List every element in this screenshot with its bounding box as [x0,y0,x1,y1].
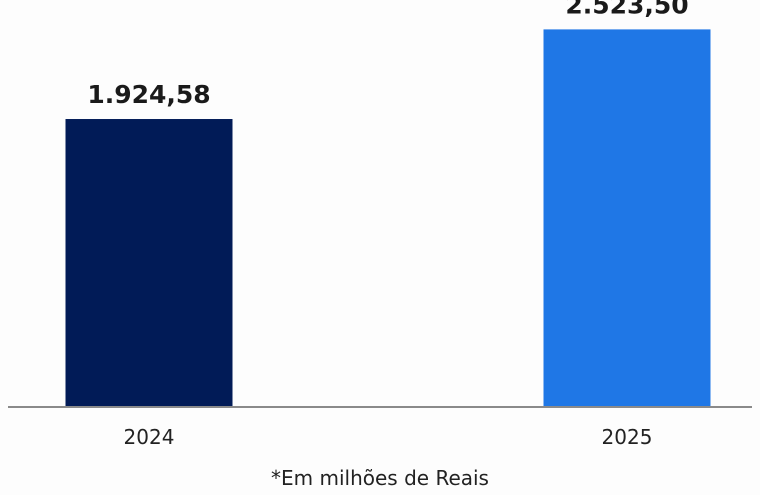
chart-footnote: *Em milhões de Reais [271,466,489,490]
data-label-2025: 2.523,50 [565,0,688,19]
bar-2024 [65,119,233,407]
bar-2025 [543,29,711,407]
x-tick-label-2024: 2024 [124,425,175,449]
data-label-2024: 1.924,58 [87,80,210,109]
chart-canvas: 1.924,58 2024 2.523,50 2025 [8,0,752,449]
x-tick-label-2025: 2025 [602,425,653,449]
